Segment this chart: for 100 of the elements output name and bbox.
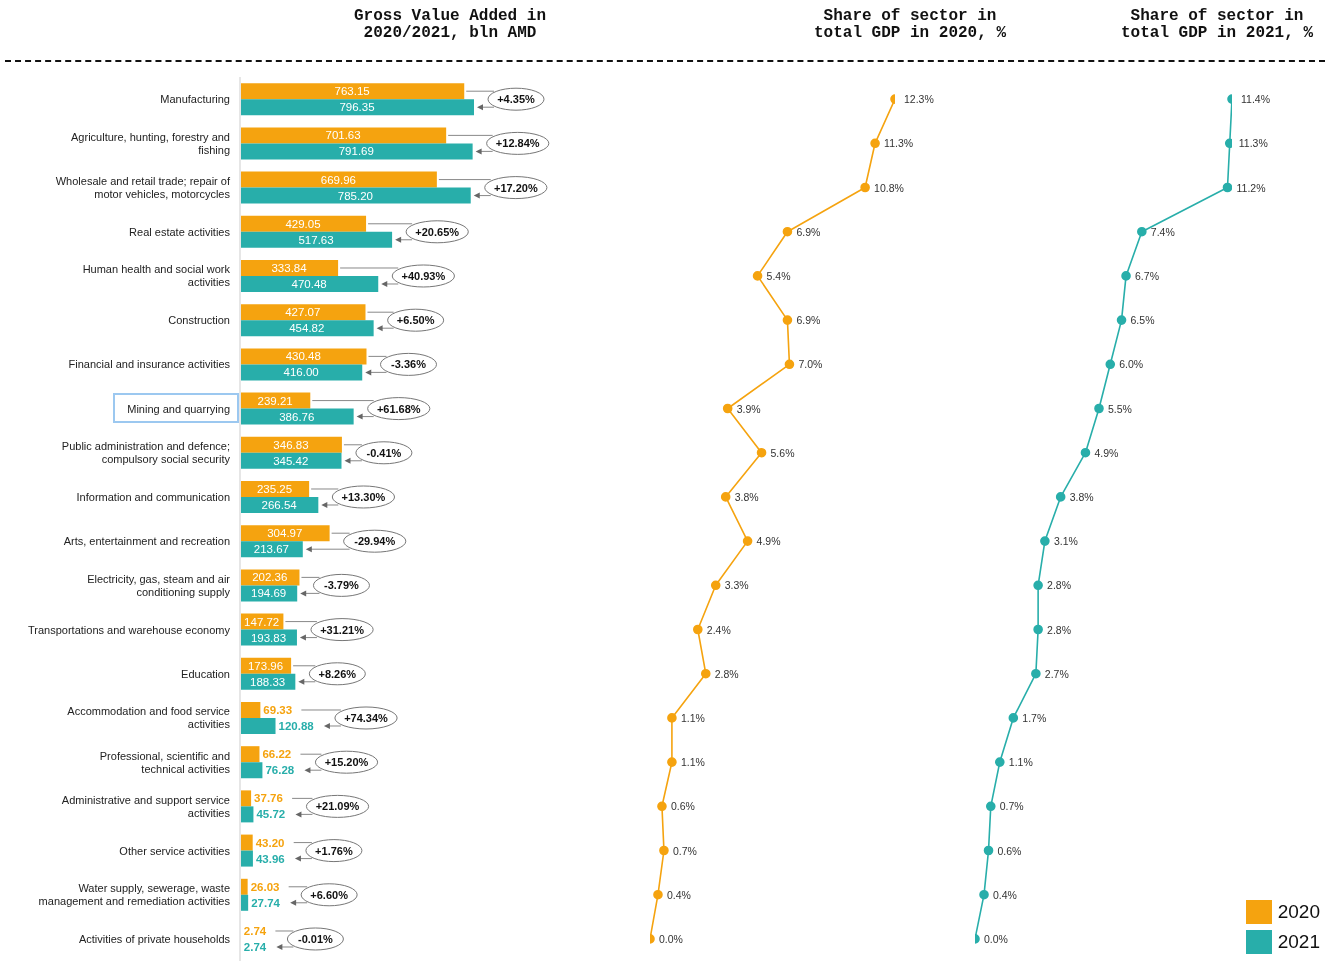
y-tick-label: Water supply, sewerage, waste management and remediation activities [38,882,231,908]
data-label: 43.96 [255,852,285,865]
legend-label: 2021 [1277,931,1320,953]
data-label: 1.1% [680,756,705,769]
bar [240,304,366,321]
data-label: 37.76 [254,792,283,805]
y-tick-label: Human health and social work activities [82,263,231,289]
data-label: 3.9% [736,402,761,415]
point [659,845,669,856]
annotation: +74.34% [344,711,389,724]
bar [240,143,473,160]
point [784,359,795,370]
data-label: 4.9% [756,535,781,548]
annotation: +6.60% [310,888,349,901]
point [1222,182,1232,193]
data-label: 7.4% [1150,225,1175,238]
bar [240,364,363,381]
data-label: 6.9% [796,314,821,327]
data-label: 120.88 [278,719,315,732]
point [1116,315,1127,325]
bar [240,231,393,248]
annotation: +21.09% [315,800,360,813]
annotation: -29.94% [354,535,396,548]
point [710,580,721,591]
data-label: 43.20 [255,836,285,849]
data-label: 427.07 [285,306,321,319]
data-label: 2.8% [1047,579,1072,592]
data-label: 147.72 [244,615,280,628]
data-label: 304.97 [267,527,303,540]
y-tick-label: Accommodation and food service activities [67,705,231,731]
y-tick-label: Electricity, gas, steam and air conditioning supply [87,572,231,598]
y-tick-label: Construction [168,314,230,327]
data-label: 26.03 [250,880,280,893]
annotation: -3.79% [324,579,360,592]
bar [240,850,253,867]
point [653,889,663,900]
y-tick-label: Professional, scientific and technical activities [99,749,231,775]
data-label: 194.69 [251,587,287,600]
legend-label: 2020 [1277,901,1320,923]
annotation: +61.68% [376,402,421,415]
data-label: 45.72 [256,808,286,821]
point [1040,536,1050,546]
data-label: 6.9% [796,225,821,238]
chart-title: Share of sector in total GDP in 2021, % [1120,7,1314,42]
bar [240,348,367,365]
annotation: +31.21% [320,623,365,636]
data-label: 2.7% [1044,667,1069,680]
point [1055,492,1066,502]
point [1031,668,1041,679]
data-label: 4.9% [1094,446,1119,459]
data-label: 1.1% [680,711,705,724]
annotation: +40.93% [401,269,446,282]
y-tick-label: Real estate activities [129,225,231,238]
bar [240,171,437,188]
data-label: 76.28 [265,764,295,777]
point [752,271,763,281]
data-label: 188.33 [250,675,286,688]
point [1224,138,1232,149]
text: +17.20% [493,181,538,194]
data-label: 3.1% [1053,535,1078,548]
text: +12.84% [495,137,540,150]
annotation: +15.20% [324,756,369,769]
bar [240,83,465,100]
annotation: +1.76% [315,844,353,857]
data-label: 430.48 [285,350,321,363]
y-tick-label: Mining and quarrying [127,402,230,415]
data-label: 470.48 [291,277,327,290]
bar [240,127,447,144]
data-label: 5.5% [1107,402,1132,415]
point [1094,403,1104,414]
data-label: 454.82 [289,322,325,335]
point [782,315,793,325]
data-label: 27.74 [251,896,281,909]
point [1105,359,1116,370]
y-tick-label: Education [181,667,230,680]
point [742,536,753,546]
bar [240,320,374,337]
data-label: 669.96 [320,173,357,186]
data-label: 3.8% [1069,490,1094,503]
text: +4.35% [497,93,536,106]
y-tick-label: Wholesale and retail trade; repair of motor vehicles, motorcycles [55,175,231,200]
data-label: 796.35 [339,101,375,114]
data-label: 0.0% [659,932,683,945]
data-label: 429.05 [285,217,321,230]
point [667,757,677,767]
data-label: 193.83 [250,631,287,644]
data-label: 0.0% [984,932,1008,945]
data-label: 3.8% [734,490,759,503]
data-label: 517.63 [298,233,334,246]
data-label: 239.21 [257,394,293,407]
data-label: 10.8% [874,181,904,194]
data-label: 5.6% [770,446,795,459]
data-label: 5.4% [766,269,791,282]
bar [240,762,263,779]
data-label: 0.4% [993,888,1017,901]
point [1137,226,1147,237]
data-label: 6.5% [1130,314,1155,327]
bar [240,408,354,425]
point [657,801,667,812]
data-label: 386.76 [279,410,315,423]
